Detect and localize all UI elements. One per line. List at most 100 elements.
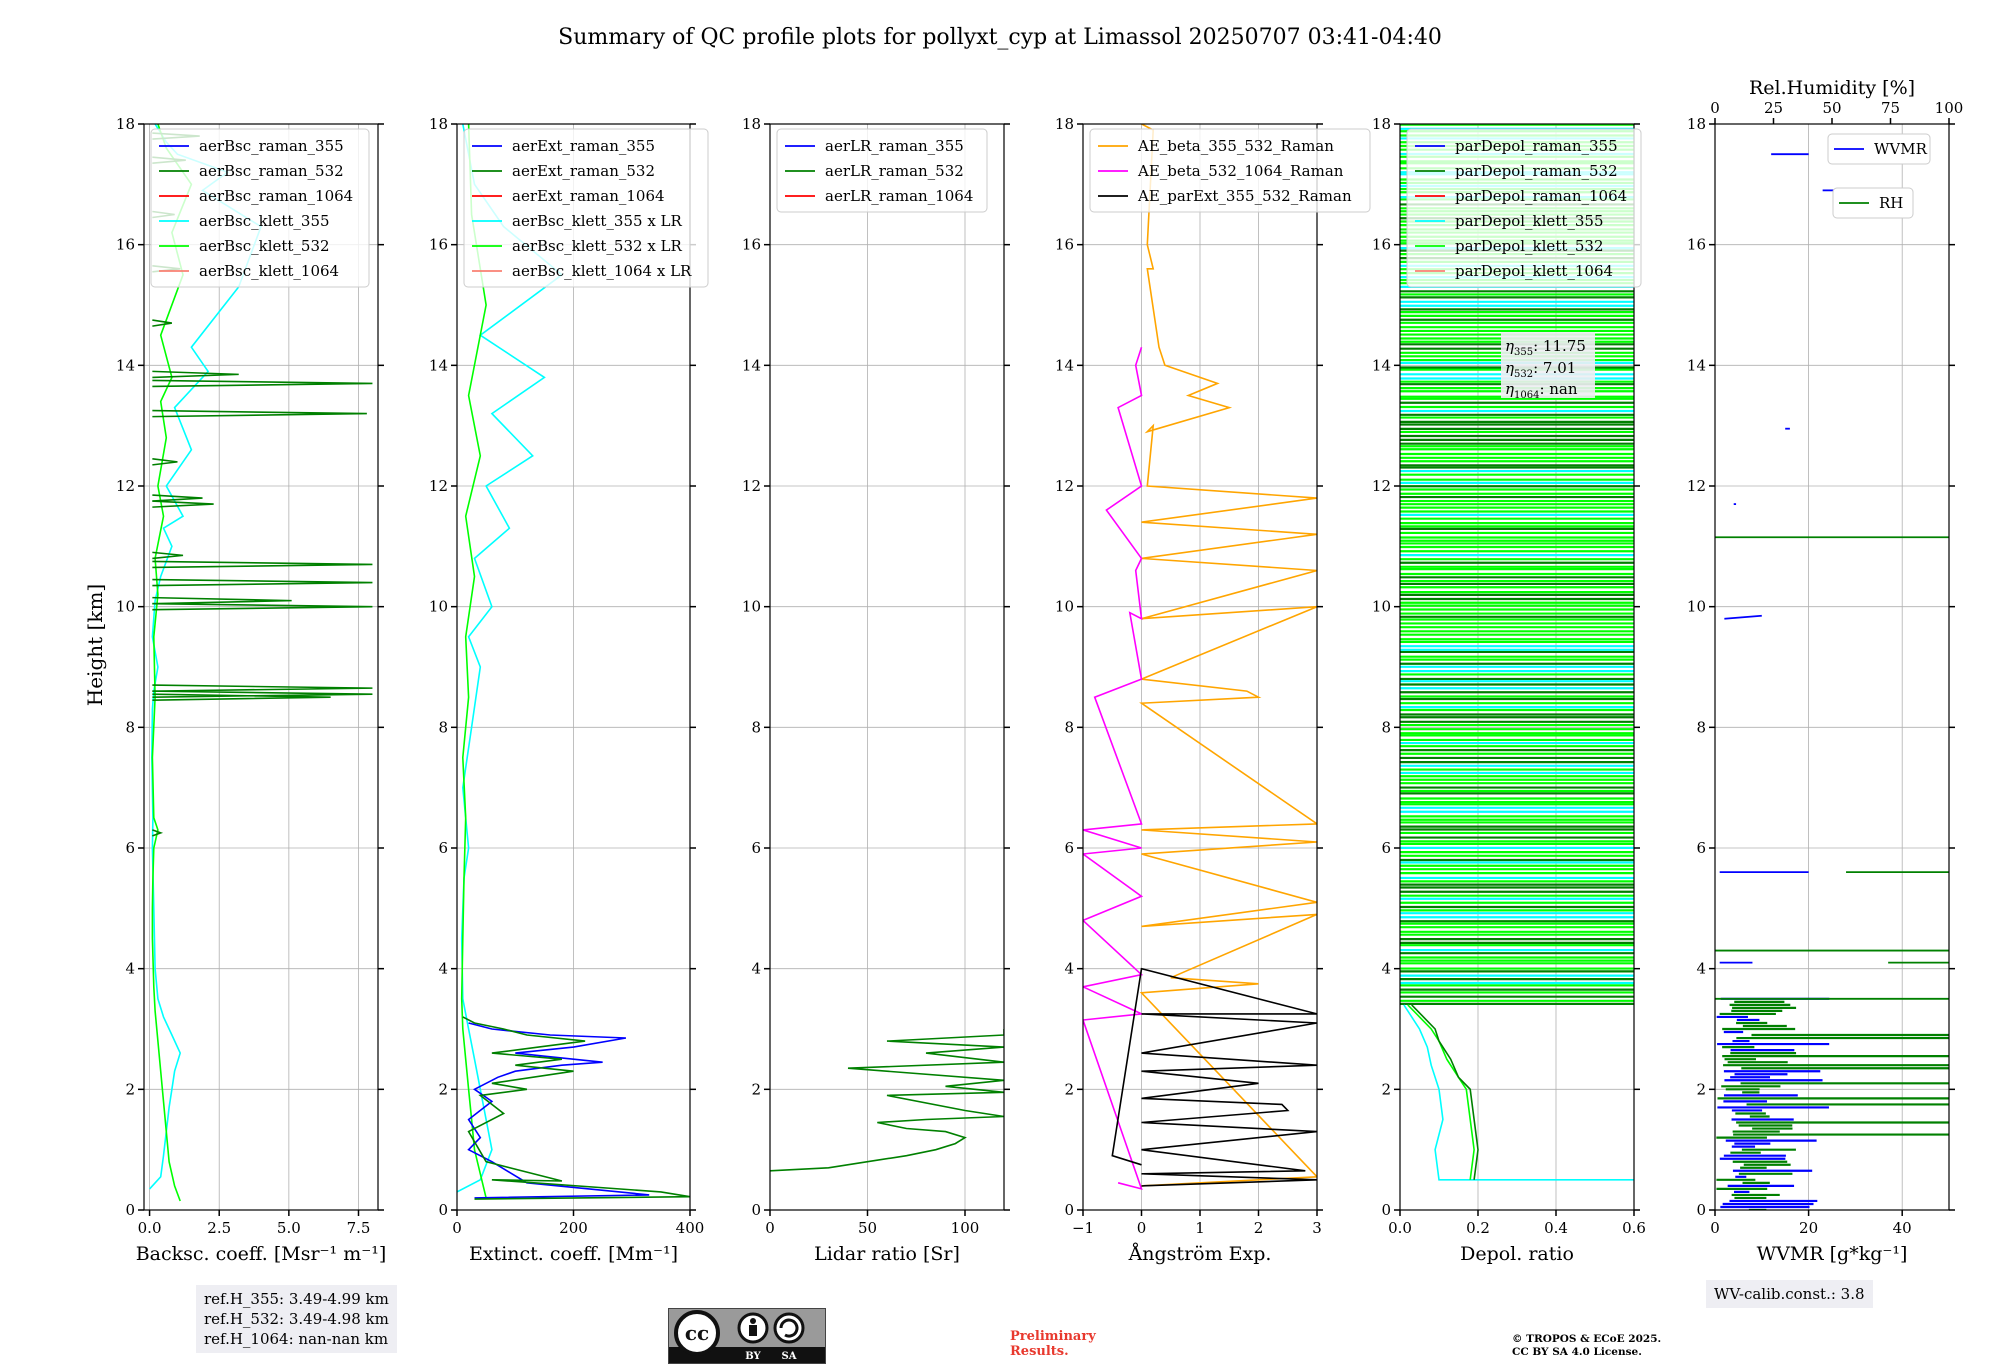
legend: parDepol_raman_355 parDepol_raman_532 parD… (1406, 128, 1642, 288)
series-aerbsc-klett-532-x-lr (460, 124, 487, 1199)
figure-title: Summary of QC profile plots for pollyxt_… (558, 25, 1442, 50)
cc-logo: cc BY SA (669, 1310, 825, 1363)
legend-label: aerExt_raman_355 (512, 137, 655, 155)
legend-box (1832, 187, 1914, 219)
x-tick-label: 1 (1195, 1219, 1205, 1237)
eta-355-value: : 11.75 (1533, 337, 1586, 355)
x-tick-label: 200 (559, 1219, 588, 1237)
eta-355-symbol: η (1505, 337, 1514, 355)
y-tick-label: 4 (751, 960, 761, 978)
y-tick-label: 0 (1381, 1201, 1391, 1219)
y-tick-label: 2 (438, 1080, 448, 1098)
legend-label: aerBsc_klett_1064 x LR (512, 262, 692, 280)
legend-label: AE_parExt_355_532_Raman (1137, 187, 1352, 205)
y-tick-label: 18 (1055, 115, 1074, 133)
legend-label: aerLR_raman_1064 (825, 187, 973, 205)
legend-label: aerExt_raman_1064 (512, 187, 665, 205)
eta-1064-value: : nan (1539, 380, 1577, 398)
series-wvmr-segment (1724, 614, 1762, 620)
x-tick-label: 400 (676, 1219, 705, 1237)
y-tick-label: 8 (1381, 718, 1391, 736)
series-aerbsc-raman-532-spike (152, 379, 373, 388)
x-axis-label: WVMR [g*kg⁻¹] (1757, 1243, 1908, 1265)
wv-calibration-box: WV-calib.const.: 3.8 (1706, 1280, 1873, 1308)
panel-extinction: 0 2 4 6 8 10 12 14 16 18 0 200 400 Extinct. coeff. [M… (429, 115, 709, 1265)
x-axis-label: Backsc. coeff. [Msr⁻¹ m⁻¹] (136, 1243, 387, 1265)
x2-tick-label: 25 (1764, 99, 1783, 117)
panel-lidar-ratio: 0 2 4 6 8 10 12 14 16 18 0 50 100 Lidar ratio [Sr] aer… (742, 115, 1010, 1265)
y-tick-label: 2 (751, 1080, 761, 1098)
y-tick-label: 8 (438, 718, 448, 736)
y-tick-label: 4 (1064, 960, 1074, 978)
y-tick-label: 14 (116, 356, 135, 374)
svg-text:η1064: nan: η1064: nan (1505, 380, 1578, 401)
x2-axis-label: Rel.Humidity [%] (1749, 77, 1915, 99)
x-axis-label: Depol. ratio (1460, 1243, 1574, 1265)
legend-box (1406, 128, 1642, 288)
x-axis-label: Extinct. coeff. [Mm⁻¹] (469, 1243, 678, 1265)
series-aerbsc-raman-532-spike (152, 319, 172, 327)
y-tick-label: 10 (742, 598, 761, 616)
x-tick-label: 0 (1137, 1219, 1147, 1237)
y-tick-label: 2 (125, 1080, 135, 1098)
series-ae-beta-532-1064-raman (1083, 346, 1145, 1191)
y-tick-label: 12 (742, 477, 761, 495)
legend-box (1089, 128, 1371, 213)
legend: aerBsc_raman_355 aerBsc_raman_532 aerBsc_r… (150, 128, 370, 288)
y-tick-label: 18 (742, 115, 761, 133)
y-tick-label: 14 (742, 356, 761, 374)
legend-box (463, 128, 709, 288)
series-aerbsc-raman-532-spike (152, 596, 292, 605)
x-axis-label: Lidar ratio [Sr] (814, 1243, 960, 1265)
y-tick-label: 4 (1696, 960, 1706, 978)
y-tick-label: 14 (429, 356, 448, 374)
eta-355-sub: 355 (1514, 347, 1533, 358)
x-tick-label: 0.4 (1544, 1219, 1568, 1237)
eta-532-value: : 7.01 (1533, 359, 1576, 377)
ref-height-532: ref.H_532: 3.49-4.98 km (204, 1310, 389, 1328)
preliminary-results-note: Preliminary Results. (1010, 1329, 1096, 1359)
legend-label: aerBsc_raman_532 (199, 162, 344, 180)
series-aerbsc-raman-532-spike (152, 494, 203, 502)
x2-tick-label: 50 (1822, 99, 1841, 117)
y-tick-label: 10 (1687, 598, 1706, 616)
series-aerbsc-raman-532-spike (152, 684, 373, 692)
plot-area (1715, 153, 1949, 1210)
series-aerbsc-raman-532-spike (152, 560, 373, 569)
series-ae-beta-355-532-raman (1139, 124, 1317, 1187)
y-tick-label: 10 (1372, 598, 1391, 616)
plot-area (1083, 124, 1317, 1191)
x-tick-label: 0.0 (138, 1219, 162, 1237)
legend-label: aerBsc_klett_1064 (199, 262, 339, 280)
svg-text:η532: 7.01: η532: 7.01 (1505, 359, 1576, 380)
series-pardepol-klett-532 (1407, 1004, 1475, 1180)
y-tick-label: 18 (1372, 115, 1391, 133)
y-tick-label: 0 (438, 1201, 448, 1219)
x2-tick-label: 0 (1710, 99, 1720, 117)
legend-box (1827, 133, 1931, 165)
x-tick-label: 7.5 (347, 1219, 371, 1237)
series-aerlr-raman-532 (770, 1029, 1004, 1172)
panel-depolarization: 0 2 4 6 8 10 12 14 16 18 0.0 0.2 0.4 0.6 Depol. ratio p… (1372, 115, 1646, 1265)
legend-label: aerLR_raman_532 (825, 162, 964, 180)
y-tick-label: 16 (1055, 236, 1074, 254)
x-tick-label: −1 (1072, 1219, 1094, 1237)
x-tick-label: 2 (1254, 1219, 1264, 1237)
series-aerbsc-raman-532-spike (152, 409, 367, 418)
series-aerbsc-raman-532-spike (152, 693, 331, 701)
y-tick-label: 8 (1696, 718, 1706, 736)
y-tick-label: 12 (1055, 477, 1074, 495)
series-aerext-raman-355 (467, 1022, 650, 1199)
x-tick-label: 40 (1893, 1219, 1912, 1237)
y-axis-label: Height [km] (83, 584, 107, 706)
y-tick-label: 16 (116, 236, 135, 254)
y-tick-label: 14 (1372, 356, 1391, 374)
y-tick-label: 0 (1064, 1201, 1074, 1219)
preliminary-line-2: Results. (1010, 1344, 1069, 1359)
y-tick-label: 16 (1372, 236, 1391, 254)
legend-label: parDepol_klett_355 (1455, 212, 1604, 230)
x-tick-label: 0.2 (1466, 1219, 1490, 1237)
cc-text: cc (685, 1321, 709, 1345)
